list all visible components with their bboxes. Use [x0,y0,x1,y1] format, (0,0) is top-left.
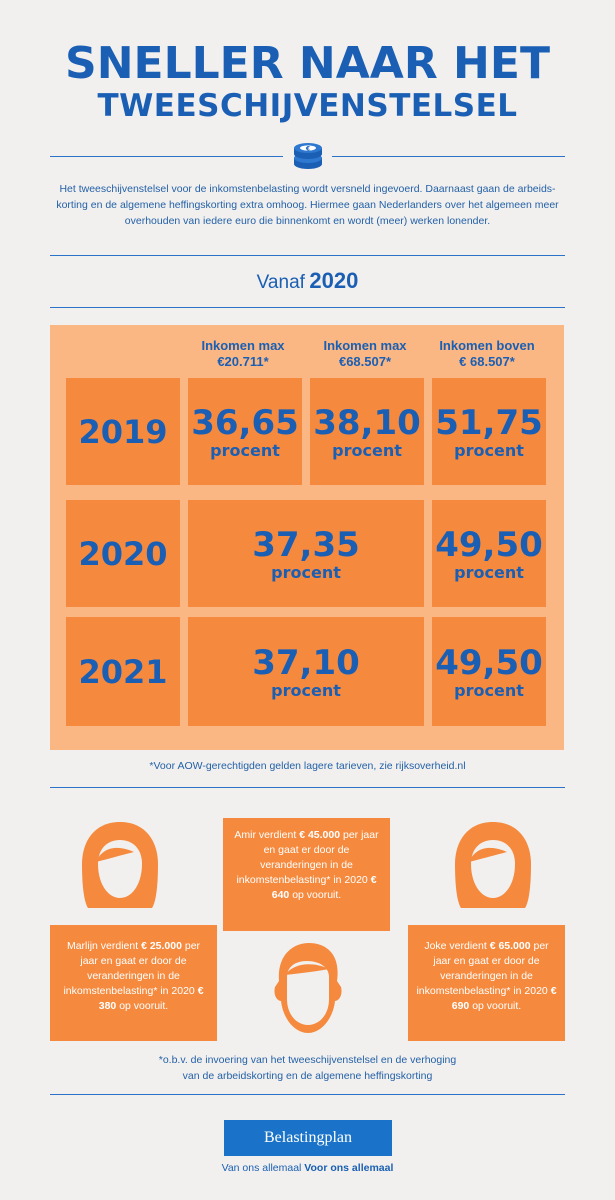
year-label: 2021 [78,652,168,691]
column-header-1-line1: Inkomen max [201,338,285,353]
column-header-2-line2: €68.507* [338,354,392,369]
story-text: per jaar en gaat er door de veranderinge… [416,940,551,997]
divider [50,787,565,788]
rate-unit: procent [271,680,341,700]
tagline: Van ons allemaal Voor ons allemaal [0,1162,615,1174]
income-value: € 25.000 [141,940,182,952]
woman-icon [82,822,158,908]
rate-cell: 36,65 procent [188,378,302,485]
rate-unit: procent [454,562,524,582]
rate-value: 37,10 [252,642,360,683]
rate-cell: 38,10 procent [310,378,424,485]
divider [50,156,283,157]
story-text: Joke verdient [424,940,490,952]
basis-footnote-line1: *o.b.v. de invoering van het tweeschijve… [158,1054,457,1066]
row-year-2020: 2020 [66,500,180,607]
rate-value: 37,35 [252,524,360,565]
rate-value: 38,10 [313,402,421,443]
woman-icon [455,822,531,908]
rate-cell: 37,10 procent [188,617,424,726]
rate-cell: 51,75 procent [432,378,546,485]
story-text: Amir verdient [234,829,300,841]
rate-unit: procent [454,680,524,700]
story-text: op vooruit. [116,1000,169,1012]
tagline-normal: Van ons allemaal [221,1162,305,1174]
vanaf-year: 2020 [309,268,359,293]
story-amir: Amir verdient € 45.000 per jaar en gaat … [223,818,390,931]
gain-value: € 690 [451,985,557,1012]
column-header-2: Inkomen max €68.507* [306,338,424,370]
row-year-2021: 2021 [66,617,180,726]
gain-value: € 380 [98,985,204,1012]
story-text: Marlijn verdient [66,940,142,952]
rate-value: 49,50 [435,642,543,683]
page-title-line1: SNELLER NAAR HET [65,38,550,89]
story-joke: Joke verdient € 65.000 per jaar en gaat … [408,925,565,1041]
story-text: op vooruit. [469,1000,522,1012]
rate-unit: procent [454,440,524,460]
vanaf-heading: Vanaf 2020 [0,268,615,294]
row-year-2019: 2019 [66,378,180,485]
divider [50,307,565,308]
rate-value: 51,75 [435,402,543,443]
rate-cell: 49,50 procent [432,617,546,726]
vanaf-label: Vanaf [256,272,305,293]
column-header-1-line2: €20.711* [217,354,269,369]
rate-value: 36,65 [191,402,299,443]
divider [50,255,565,256]
intro-text: Het tweeschijvenstelsel voor de inkomste… [56,183,559,227]
column-header-3-line2: € 68.507* [459,354,515,369]
rate-cell: 49,50 procent [432,500,546,607]
man-icon [274,943,342,1033]
coins-icon: € [294,143,322,169]
aow-footnote: *Voor AOW-gerechtigden gelden lagere tar… [149,760,466,772]
gain-value: € 640 [271,874,377,901]
story-text: per jaar en gaat er door de veranderinge… [63,940,201,997]
svg-text:€: € [305,146,310,153]
story-text: op vooruit. [289,889,342,901]
divider [50,1094,565,1095]
rate-unit: procent [332,440,402,460]
year-label: 2019 [78,412,168,451]
income-value: € 45.000 [299,829,341,841]
rate-value: 49,50 [435,524,543,565]
column-header-1: Inkomen max €20.711* [184,338,302,370]
basis-footnote-line2: van de arbeidskorting en de algemene hef… [182,1070,433,1082]
divider [332,156,565,157]
story-marlijn: Marlijn verdient € 25.000 per jaar en ga… [50,925,217,1041]
tagline-bold: Voor ons allemaal [304,1162,394,1174]
story-text: per jaar en gaat er door de veranderinge… [236,829,379,886]
rate-unit: procent [271,562,341,582]
rate-cell: 37,35 procent [188,500,424,607]
column-header-3-line1: Inkomen boven [439,338,535,353]
income-value: € 65.000 [489,940,531,952]
belastingplan-logo: Belastingplan [224,1120,392,1156]
column-header-3: Inkomen boven € 68.507* [428,338,546,370]
column-header-2-line1: Inkomen max [323,338,407,353]
year-label: 2020 [78,534,168,573]
page-title-line2: TWEESCHIJVENSTELSEL [97,88,518,124]
rate-unit: procent [210,440,280,460]
